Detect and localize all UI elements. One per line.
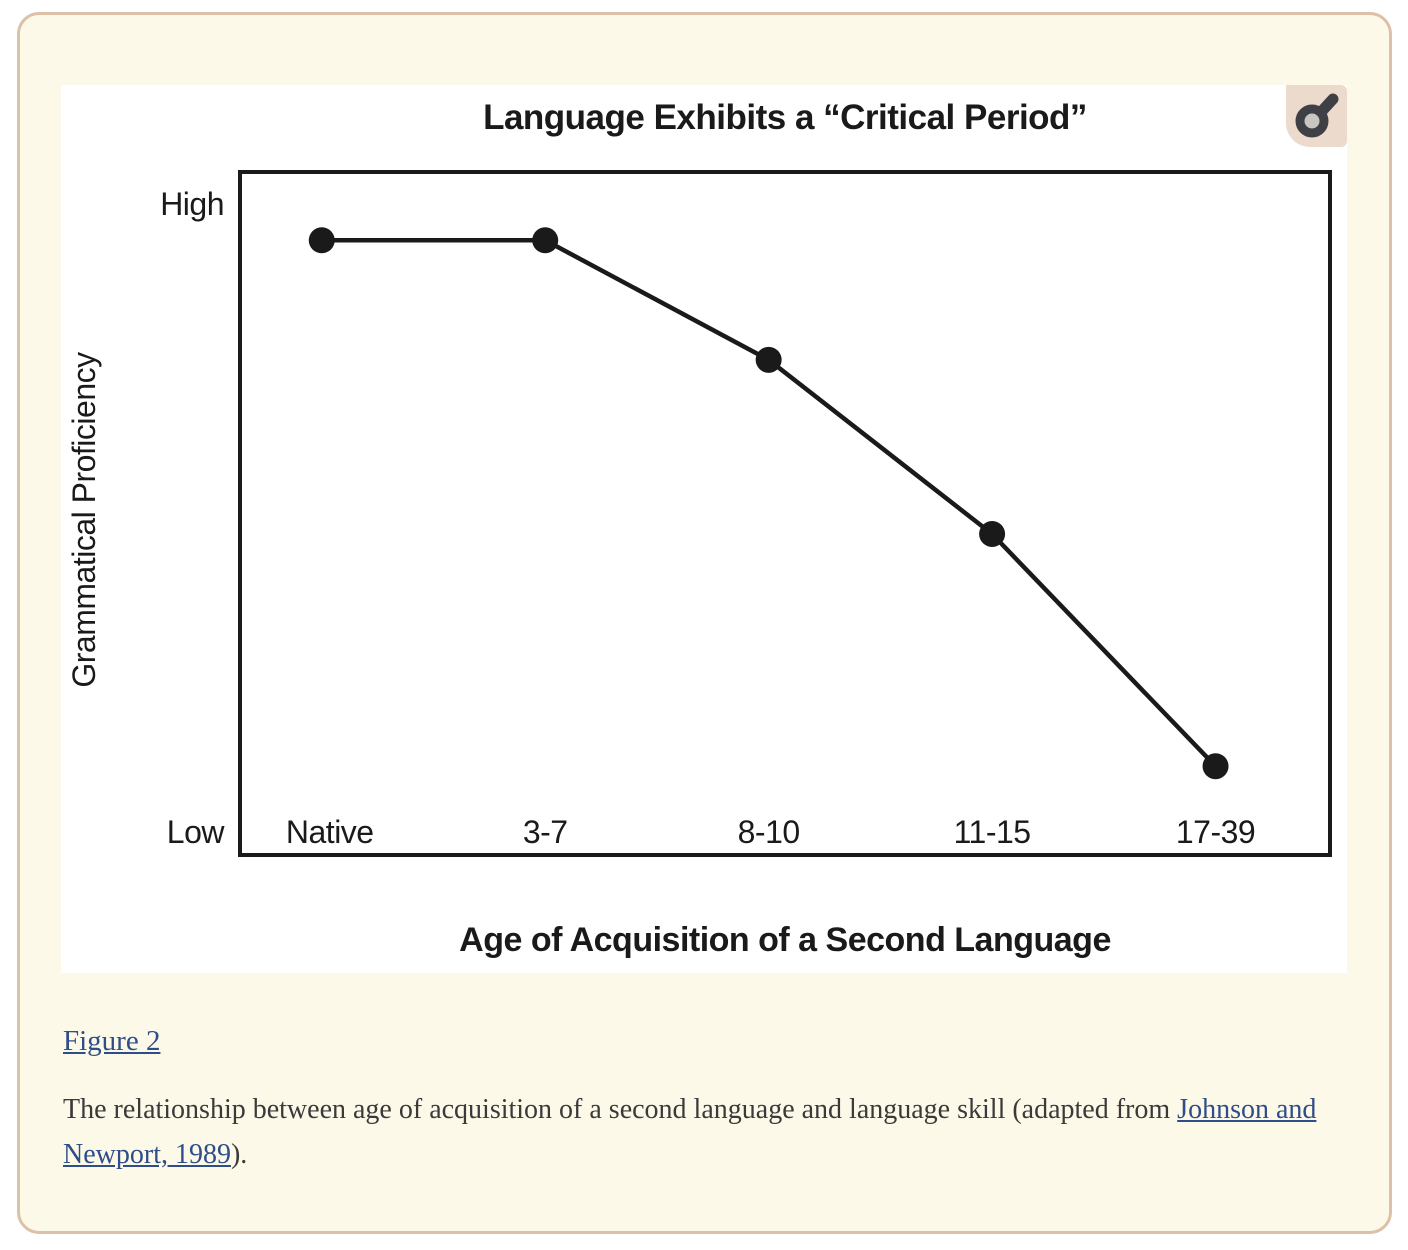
data-point (308, 227, 335, 254)
x-axis-title: Age of Acquisition of a Second Language (459, 921, 1111, 959)
citation-link[interactable]: Johnson and Newport, 1989 (63, 1094, 1317, 1171)
y-tick-low: Low (167, 814, 226, 850)
series-line (321, 238, 1218, 768)
chart-title: Language Exhibits a “Critical Period” (483, 98, 1087, 137)
data-point (532, 227, 559, 254)
data-point (979, 520, 1006, 547)
data-point (1202, 753, 1229, 780)
figure-image-panel: Language Exhibits a “Critical Period” Hi… (61, 85, 1347, 973)
caption-text-after: ). (230, 1139, 248, 1171)
caption-text: The relationship between age of acquisit… (63, 1087, 1338, 1178)
y-axis-title: Grammatical Proficiency (66, 352, 102, 688)
data-series: Native 3-7 8-10 11-15 17-39 (286, 227, 1256, 850)
x-tick-label: Native (286, 814, 374, 850)
x-tick-label: 11-15 (954, 814, 1031, 850)
x-tick-label: 17-39 (1176, 814, 1255, 850)
figure-card: Language Exhibits a “Critical Period” Hi… (17, 12, 1392, 1234)
data-point (755, 346, 782, 373)
figure-zoom-button[interactable] (1286, 85, 1347, 147)
caption-text-before: The relationship between age of acquisit… (63, 1094, 1178, 1125)
figure-caption: Figure 2 The relationship between age of… (63, 1025, 1338, 1178)
x-tick-label: 3-7 (523, 814, 568, 850)
plot-area-border (238, 170, 1332, 857)
x-tick-label: 8-10 (738, 814, 800, 850)
magnifier-icon (1295, 93, 1339, 138)
figure-label-link[interactable]: Figure 2 (63, 1025, 161, 1057)
chart-svg: Language Exhibits a “Critical Period” Hi… (66, 98, 1332, 959)
y-tick-high: High (160, 186, 224, 222)
